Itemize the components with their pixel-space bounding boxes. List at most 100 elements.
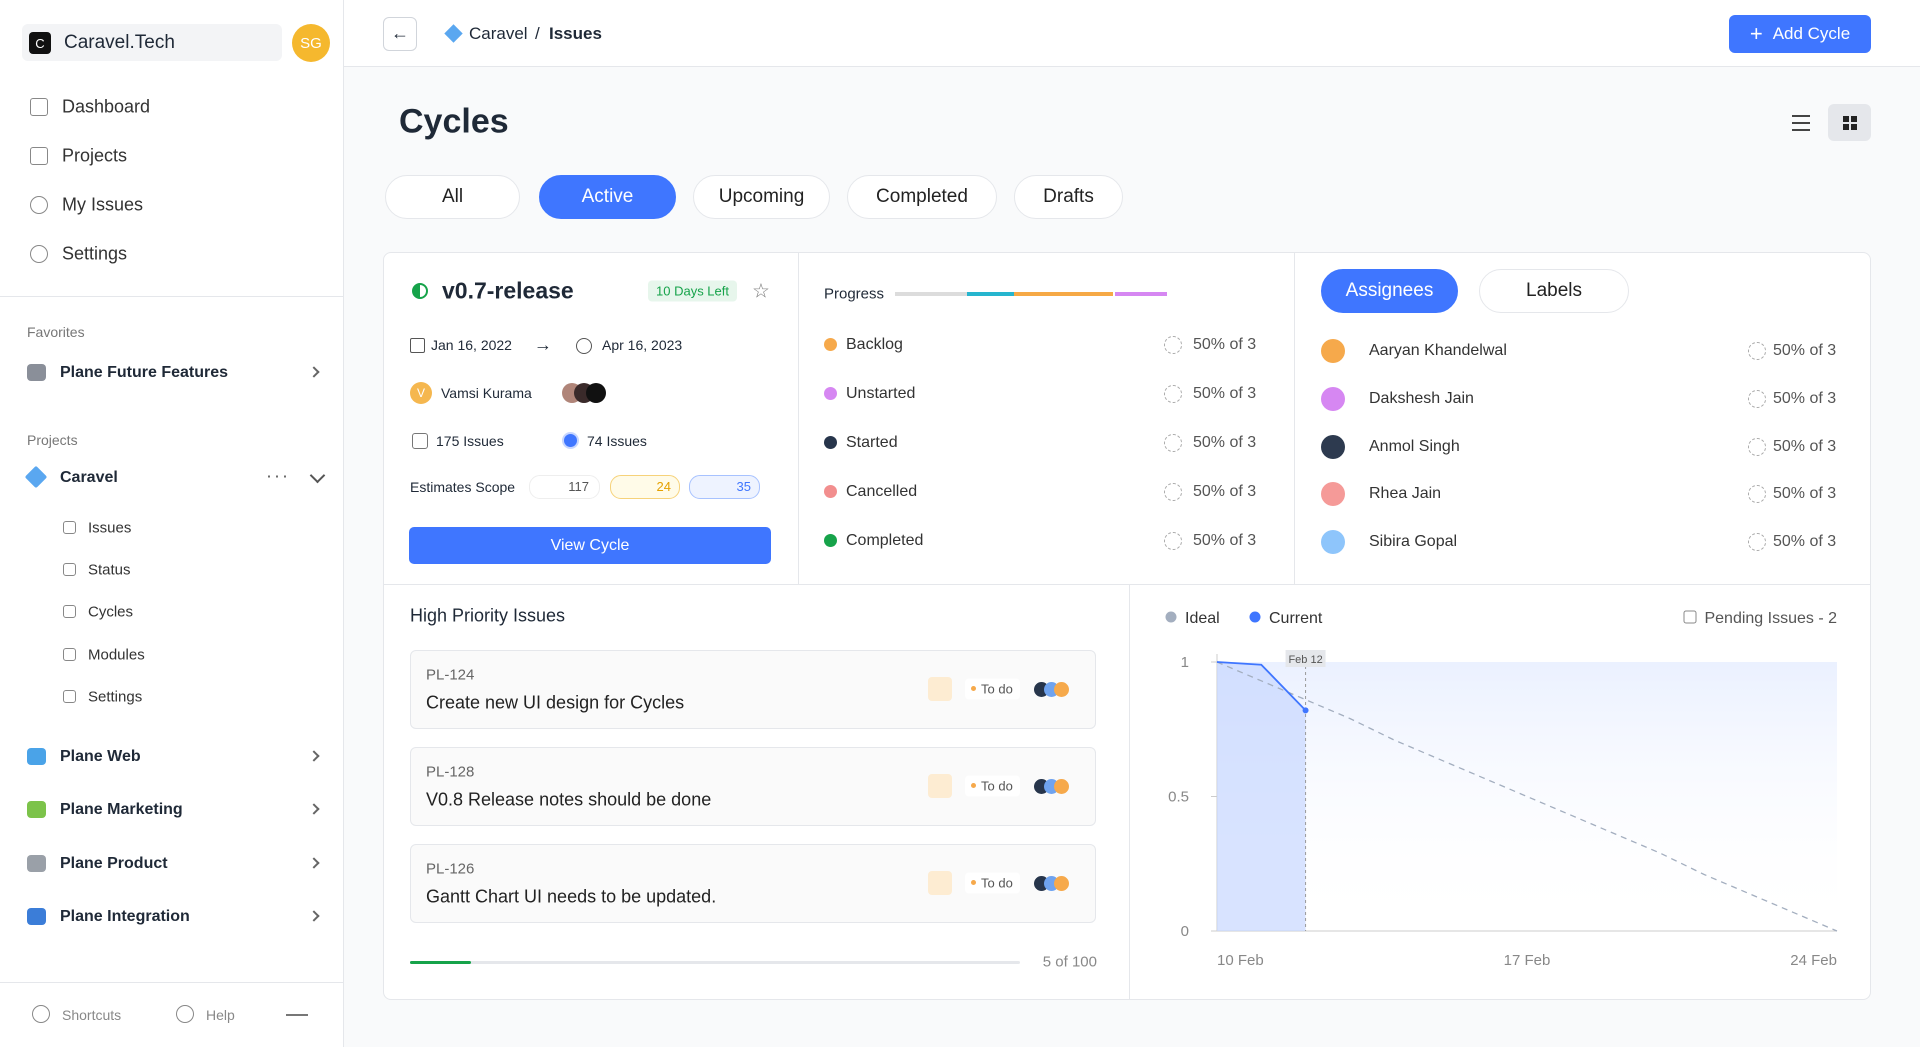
subnav-item[interactable]: Settings bbox=[88, 688, 143, 706]
subnav-item[interactable]: Cycles bbox=[88, 603, 134, 621]
annotation: Feb 12 bbox=[1288, 654, 1322, 666]
button-label: Add Cycle bbox=[1772, 24, 1851, 43]
project-item[interactable]: Plane Marketing bbox=[60, 801, 183, 819]
assignee-avatar bbox=[1321, 386, 1345, 411]
project-icon bbox=[24, 465, 48, 489]
project-item[interactable]: Plane Web bbox=[60, 748, 141, 765]
tab[interactable]: Drafts bbox=[1014, 175, 1123, 219]
nav-item[interactable]: Settings bbox=[62, 243, 128, 264]
spinner bbox=[1164, 483, 1182, 501]
subnav-icon bbox=[63, 521, 76, 534]
footer-item[interactable]: Shortcuts bbox=[62, 1007, 122, 1023]
divider bbox=[798, 253, 799, 584]
collapse-chevron[interactable] bbox=[309, 467, 326, 484]
progress-segment bbox=[1115, 292, 1167, 296]
project-item[interactable]: Plane Product bbox=[60, 854, 168, 872]
priority-icon bbox=[928, 774, 952, 798]
arrow: → bbox=[534, 334, 552, 355]
section-heading: Projects bbox=[27, 432, 78, 448]
state-dot bbox=[824, 338, 837, 351]
x-tick-label: 24 Feb bbox=[1790, 952, 1837, 969]
divider bbox=[1129, 584, 1130, 999]
footer-icon[interactable] bbox=[32, 1005, 50, 1023]
assignee-tab[interactable]: Assignees bbox=[1321, 269, 1458, 313]
tab[interactable]: Upcoming bbox=[693, 175, 830, 219]
legend-marker bbox=[1249, 611, 1261, 623]
assignee-avatar bbox=[1321, 530, 1345, 555]
section-title: High Priority Issues bbox=[410, 605, 566, 626]
estimate-chip: 35 bbox=[689, 475, 760, 499]
pending-icon bbox=[1683, 610, 1697, 624]
divider bbox=[1294, 253, 1295, 584]
project-item[interactable]: Plane Integration bbox=[60, 908, 190, 926]
add-cycle-button[interactable]: + Add Cycle bbox=[1729, 15, 1871, 53]
ideal-line bbox=[1216, 661, 1838, 932]
state-dot bbox=[971, 783, 976, 788]
issue-title: Gantt Chart UI needs to be updated. bbox=[426, 886, 717, 907]
nav-item[interactable]: My Issues bbox=[62, 194, 144, 215]
user-avatar[interactable]: SG bbox=[292, 24, 330, 62]
back-button[interactable]: ← bbox=[383, 17, 417, 51]
workspace-switcher[interactable] bbox=[22, 24, 282, 61]
spinner bbox=[1164, 385, 1182, 403]
annotation-box bbox=[1285, 650, 1326, 667]
assignee-avatar bbox=[1321, 434, 1345, 459]
x-tick-label: 17 Feb bbox=[1504, 952, 1551, 969]
grid-view-toggle[interactable] bbox=[1828, 104, 1871, 141]
cycle-name: v0.7-release bbox=[442, 277, 574, 304]
more-menu[interactable]: ··· bbox=[266, 465, 290, 486]
my-issues: 74 Issues bbox=[587, 433, 647, 449]
assignee-name: Dakshesh Jain bbox=[1369, 389, 1474, 407]
project-name[interactable]: Caravel bbox=[60, 469, 118, 486]
subnav-item[interactable]: Status bbox=[88, 561, 131, 579]
favorite-star[interactable]: ☆ bbox=[752, 280, 770, 303]
spinner bbox=[1748, 485, 1766, 504]
collapse-sidebar[interactable] bbox=[286, 1014, 308, 1016]
subnav-item[interactable]: Modules bbox=[88, 646, 145, 664]
estimate-chip: 117 bbox=[529, 475, 600, 499]
spinner bbox=[1164, 434, 1182, 452]
state-badge: To do bbox=[965, 775, 1020, 797]
state-dot bbox=[824, 387, 837, 400]
cycle-lead: Vamsi Kurama bbox=[441, 385, 532, 401]
assignee-name: Rhea Jain bbox=[1369, 485, 1442, 503]
tab[interactable]: Completed bbox=[847, 175, 997, 219]
tab[interactable]: Active bbox=[539, 175, 676, 219]
workspace-name: Caravel.Tech bbox=[64, 32, 175, 53]
state-value: 50% of 3 bbox=[1193, 532, 1257, 549]
project-item[interactable]: Plane Future Features bbox=[60, 364, 229, 381]
breadcrumb[interactable]: Caravel bbox=[469, 24, 528, 43]
avatar bbox=[1054, 876, 1069, 891]
view-cycle-button[interactable]: View Cycle bbox=[409, 527, 771, 564]
footer-icon[interactable] bbox=[176, 1005, 194, 1023]
footer-item[interactable]: Help bbox=[206, 1007, 235, 1023]
tab[interactable]: All bbox=[385, 175, 520, 219]
issue-title: Create new UI design for Cycles bbox=[426, 692, 685, 713]
nav-item[interactable]: Dashboard bbox=[62, 96, 151, 117]
state-dot bbox=[971, 686, 976, 691]
legend-label: Current bbox=[1269, 610, 1323, 627]
progress-label: Progress bbox=[824, 285, 885, 303]
spinner bbox=[1164, 336, 1182, 354]
list-view-toggle[interactable] bbox=[1792, 115, 1810, 131]
header: ← Caravel / Issues + Add Cycle bbox=[344, 0, 1920, 67]
subnav-icon bbox=[63, 563, 76, 577]
assignee-tab[interactable]: Labels bbox=[1479, 269, 1629, 313]
project-icon bbox=[27, 801, 46, 819]
spinner bbox=[1164, 532, 1182, 550]
target-icon bbox=[576, 338, 592, 354]
priority-icon bbox=[928, 871, 952, 895]
issue-title: V0.8 Release notes should be done bbox=[426, 789, 712, 810]
nav-item[interactable]: Projects bbox=[62, 145, 128, 166]
project-icon bbox=[27, 908, 46, 926]
calendar-icon bbox=[410, 338, 425, 353]
nav-icon bbox=[30, 196, 48, 214]
subnav-item[interactable]: Issues bbox=[88, 519, 132, 537]
lead-avatar: V bbox=[410, 382, 432, 404]
y-tick-label: 0.5 bbox=[1168, 789, 1189, 806]
divider bbox=[0, 296, 343, 297]
legend-label: Ideal bbox=[1185, 610, 1220, 627]
progress-segment bbox=[967, 292, 1014, 296]
assignee-name: Sibira Gopal bbox=[1369, 533, 1458, 551]
state-name: Unstarted bbox=[846, 385, 916, 402]
